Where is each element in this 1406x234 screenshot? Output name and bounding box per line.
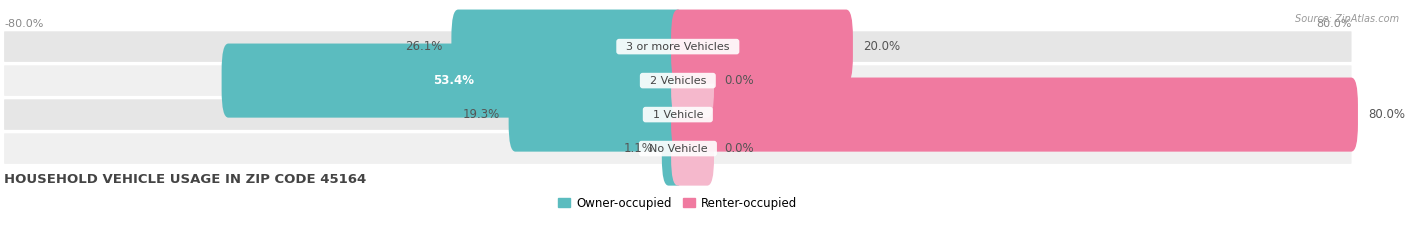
Text: -80.0%: -80.0% xyxy=(4,19,44,29)
Text: 20.0%: 20.0% xyxy=(863,40,900,53)
FancyBboxPatch shape xyxy=(222,44,685,118)
Text: HOUSEHOLD VEHICLE USAGE IN ZIP CODE 45164: HOUSEHOLD VEHICLE USAGE IN ZIP CODE 4516… xyxy=(4,173,367,186)
Text: 2 Vehicles: 2 Vehicles xyxy=(643,76,713,86)
Text: 53.4%: 53.4% xyxy=(433,74,474,87)
FancyBboxPatch shape xyxy=(4,133,1351,164)
FancyBboxPatch shape xyxy=(662,112,685,186)
FancyBboxPatch shape xyxy=(671,44,714,118)
Text: 0.0%: 0.0% xyxy=(724,142,754,155)
FancyBboxPatch shape xyxy=(671,10,853,84)
FancyBboxPatch shape xyxy=(671,77,1358,152)
Text: 1 Vehicle: 1 Vehicle xyxy=(645,110,710,120)
Text: 0.0%: 0.0% xyxy=(724,74,754,87)
Text: 26.1%: 26.1% xyxy=(405,40,443,53)
Text: 80.0%: 80.0% xyxy=(1368,108,1405,121)
Text: Source: ZipAtlas.com: Source: ZipAtlas.com xyxy=(1295,14,1399,24)
FancyBboxPatch shape xyxy=(4,65,1351,96)
Text: 3 or more Vehicles: 3 or more Vehicles xyxy=(619,42,737,51)
Text: 80.0%: 80.0% xyxy=(1316,19,1351,29)
FancyBboxPatch shape xyxy=(451,10,685,84)
FancyBboxPatch shape xyxy=(4,99,1351,130)
FancyBboxPatch shape xyxy=(509,77,685,152)
Text: 19.3%: 19.3% xyxy=(463,108,501,121)
Legend: Owner-occupied, Renter-occupied: Owner-occupied, Renter-occupied xyxy=(554,192,801,214)
FancyBboxPatch shape xyxy=(671,112,714,186)
FancyBboxPatch shape xyxy=(4,31,1351,62)
Text: 1.1%: 1.1% xyxy=(623,142,654,155)
Text: No Vehicle: No Vehicle xyxy=(641,144,714,154)
